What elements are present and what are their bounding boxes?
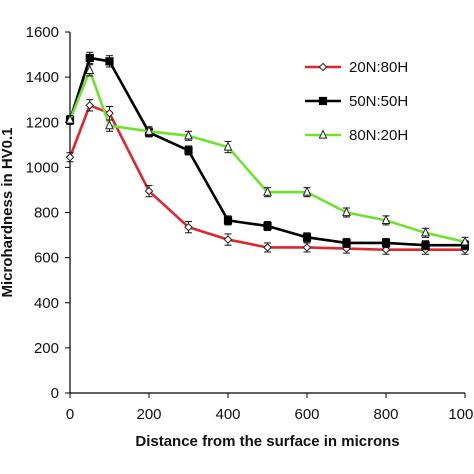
series-50n-50h <box>65 51 470 251</box>
data-point <box>184 146 193 155</box>
data-point <box>223 141 233 151</box>
data-point <box>342 206 351 217</box>
data-point <box>85 53 94 63</box>
axes <box>69 32 465 394</box>
data-point <box>223 235 233 244</box>
series-80n-20h <box>65 64 470 247</box>
series-20n-80h <box>65 99 470 255</box>
data-point <box>105 108 114 118</box>
data-point <box>342 238 351 248</box>
x-tick-label: 400 <box>215 406 240 423</box>
data-point <box>460 236 470 246</box>
data-point <box>105 57 114 66</box>
series-group <box>65 51 470 255</box>
data-point <box>65 152 75 162</box>
x-tick-label: 200 <box>136 406 161 423</box>
data-point <box>302 233 312 242</box>
data-point <box>85 64 95 74</box>
y-tick-label: 1000 <box>26 159 59 176</box>
data-point <box>421 227 430 237</box>
data-point <box>302 186 312 196</box>
data-point <box>65 114 75 124</box>
y-tick-label: 800 <box>34 205 59 222</box>
data-point <box>381 214 391 224</box>
legend-item: 80N:20H <box>305 127 408 144</box>
y-tick-label: 0 <box>51 385 59 402</box>
data-point <box>263 221 272 231</box>
data-point <box>144 125 154 135</box>
data-point <box>85 101 95 110</box>
y-tick-label: 1600 <box>26 24 59 41</box>
data-point <box>144 186 154 196</box>
legend-label: 50N:50H <box>349 93 408 110</box>
x-axis-title: Distance from the surface in microns <box>135 433 399 450</box>
series-line <box>68 104 465 252</box>
data-point <box>302 243 312 252</box>
data-point <box>184 130 193 140</box>
x-tick-label: 1000 <box>448 406 474 423</box>
data-point <box>223 216 233 225</box>
x-tick-label: 0 <box>66 406 74 423</box>
data-point <box>421 241 430 250</box>
y-tick-label: 1200 <box>26 114 59 131</box>
y-tick-label: 400 <box>34 295 59 312</box>
legend-label: 80N:20H <box>349 127 408 144</box>
legend-marker <box>318 96 328 106</box>
data-point <box>105 119 114 130</box>
y-tick-label: 1400 <box>26 69 59 86</box>
legend: 20N:80H 50N:50H 80N:20H <box>305 59 408 144</box>
legend-item: 20N:80H <box>305 59 408 76</box>
legend-label: 20N:80H <box>349 59 408 76</box>
data-point <box>263 243 272 252</box>
legend-item: 50N:50H <box>305 93 408 110</box>
y-tick-label: 600 <box>34 250 59 267</box>
data-point <box>263 186 272 196</box>
series-line <box>68 69 466 244</box>
data-point <box>381 238 391 248</box>
y-tick-label: 200 <box>34 340 59 357</box>
x-tick-label: 600 <box>294 406 319 423</box>
y-axis-title: Microhardness in HV0.1 <box>0 127 16 297</box>
x-tick-label: 800 <box>373 406 398 423</box>
legend-marker <box>318 62 328 72</box>
legend-marker <box>318 129 328 139</box>
ticks: 0 200 400 600 800 1000 1200 1400 1600 0 200 400 600 8… <box>26 24 474 423</box>
data-point <box>184 222 193 232</box>
